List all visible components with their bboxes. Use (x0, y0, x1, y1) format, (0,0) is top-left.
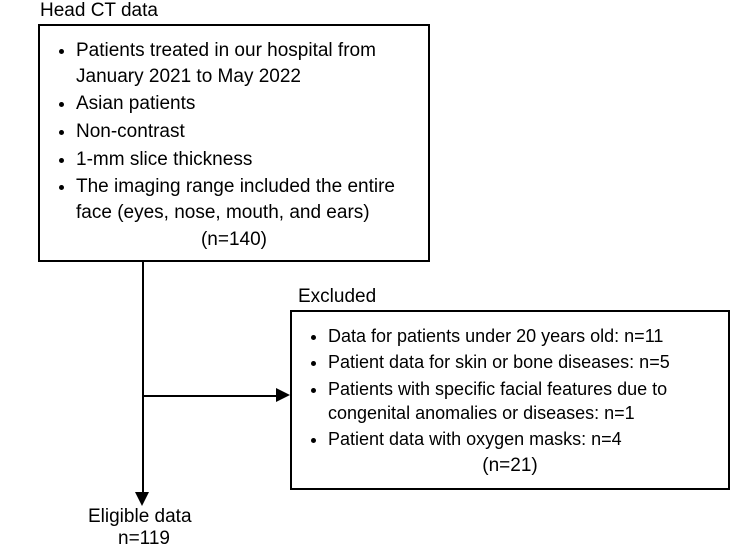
excluded-box: Data for patients under 20 years old: n=… (290, 310, 730, 490)
arrow-right-head (276, 388, 290, 402)
head-ct-bullet: The imaging range included the entire fa… (76, 174, 416, 225)
excluded-bullet: Data for patients under 20 years old: n=… (328, 324, 716, 348)
excluded-count: (n=21) (304, 455, 716, 477)
excluded-bullet: Patient data with oxygen masks: n=4 (328, 427, 716, 451)
eligible-label: Eligible data (88, 506, 192, 528)
excluded-bullet: Patient data for skin or bone diseases: … (328, 350, 716, 374)
excluded-title: Excluded (298, 286, 376, 308)
excluded-bullet: Patients with specific facial features d… (328, 377, 716, 426)
head-ct-bullets: Patients treated in our hospital from Ja… (52, 38, 416, 225)
head-ct-bullet: Patients treated in our hospital from Ja… (76, 38, 416, 89)
arrow-down-line (142, 262, 144, 492)
head-ct-title: Head CT data (40, 0, 158, 22)
arrow-down-head (135, 492, 149, 506)
head-ct-count: (n=140) (52, 229, 416, 251)
excluded-bullets: Data for patients under 20 years old: n=… (304, 324, 716, 451)
head-ct-bullet: 1-mm slice thickness (76, 147, 416, 173)
head-ct-bullet: Asian patients (76, 91, 416, 117)
arrow-right-line (142, 395, 276, 397)
head-ct-box: Patients treated in our hospital from Ja… (38, 24, 430, 262)
head-ct-bullet: Non-contrast (76, 119, 416, 145)
